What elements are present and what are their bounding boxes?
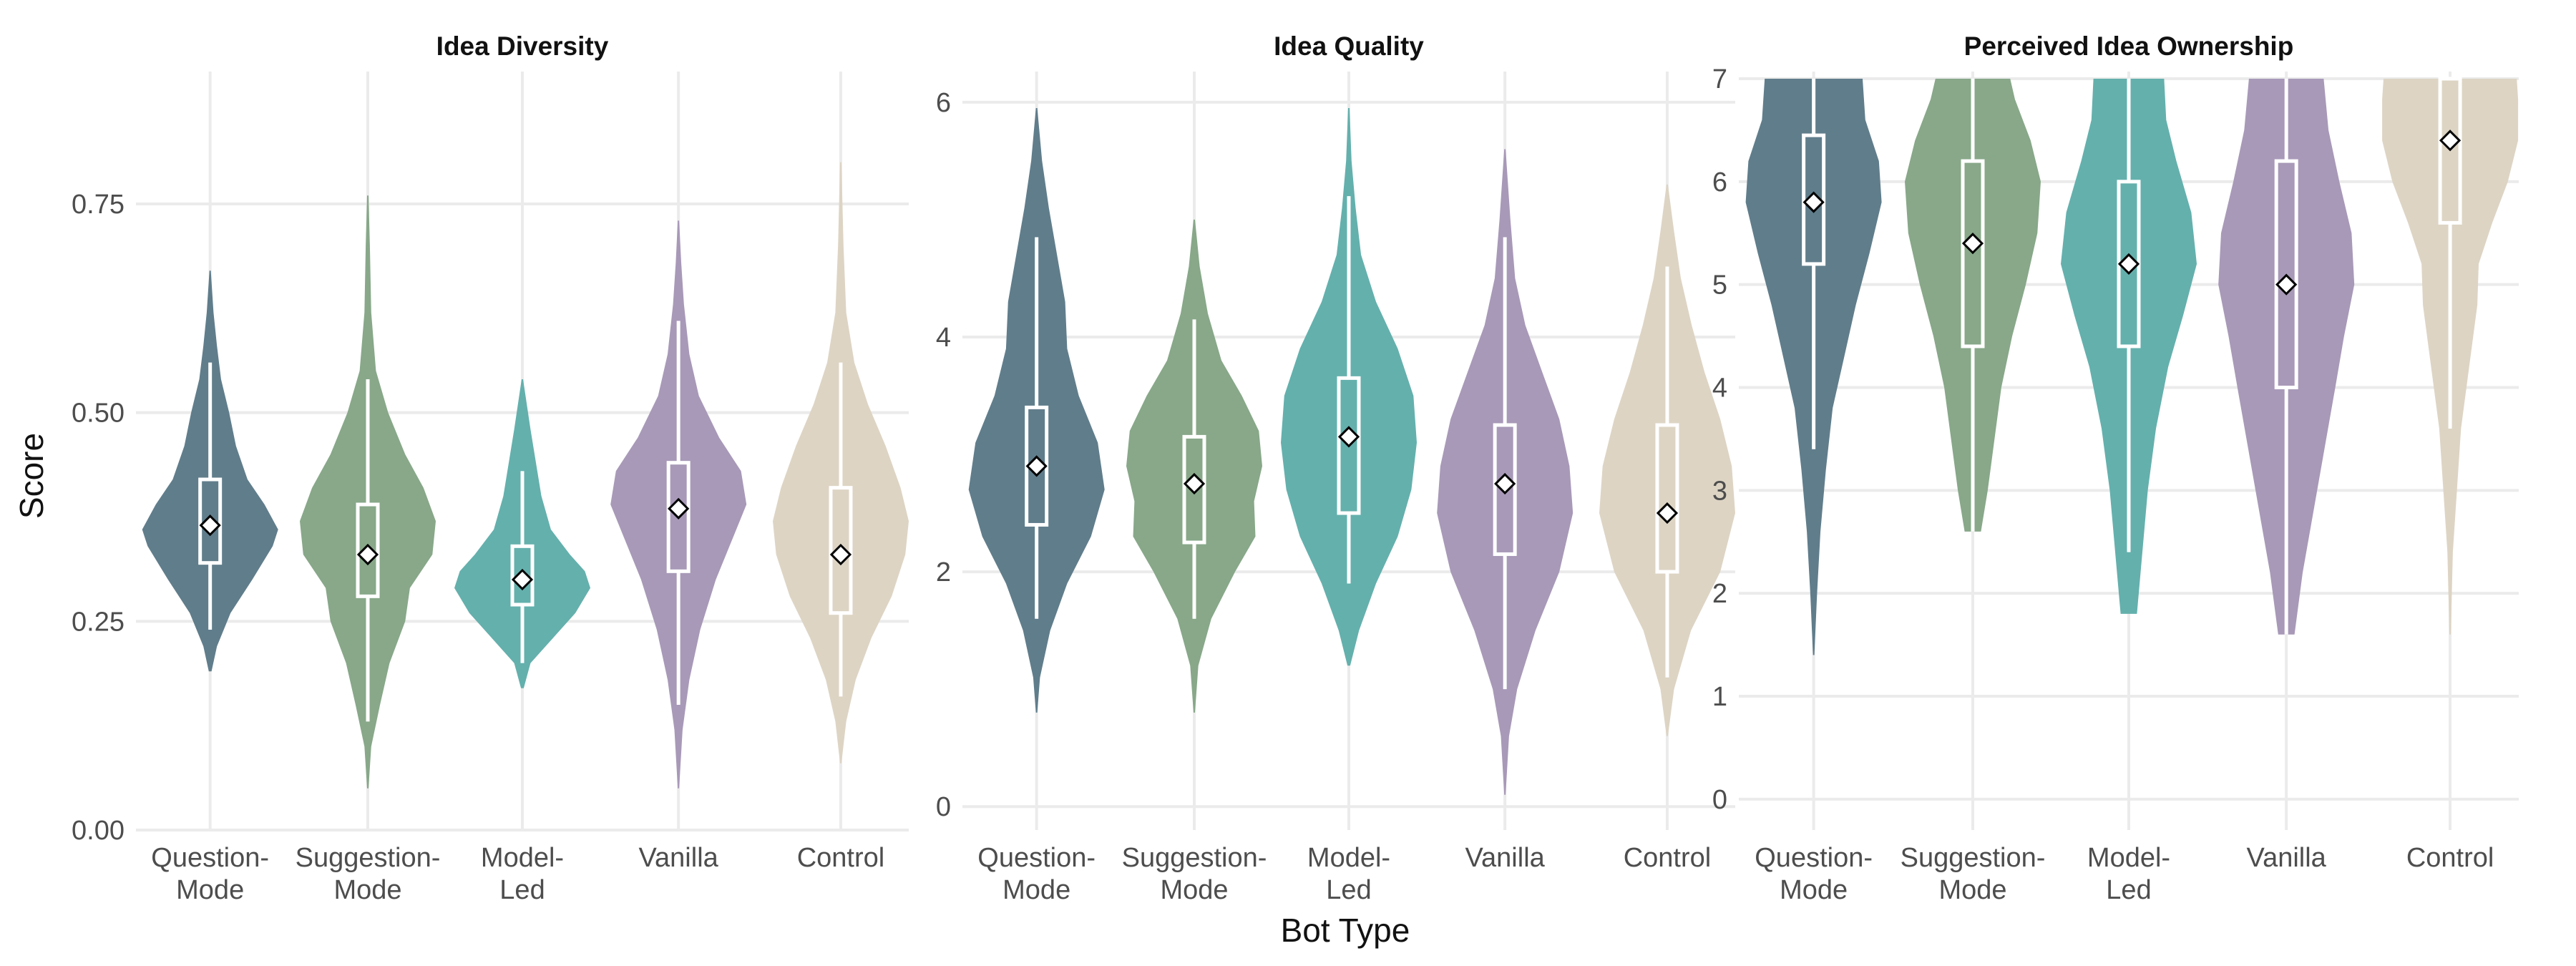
y-tick-label: 0.25 [72,607,125,637]
x-tick-label: Model-Led [2087,843,2170,905]
y-tick-label: 0.50 [72,399,125,429]
mean-marker [356,543,379,566]
x-tick-label-line: Mode [1002,875,1070,905]
x-tick-label: Vanilla [639,843,719,873]
x-tick-label-line: Led [499,875,545,905]
panel-title: Idea Diversity [436,31,609,61]
x-axis-title: Bot Type [1281,912,1410,949]
y-tick-label: 7 [1712,64,1727,94]
mean-marker [668,497,690,519]
x-tick-label: Model-Led [1307,843,1390,905]
x-tick-label: Suggestion-Mode [1122,843,1267,905]
x-tick-label-line: Suggestion- [296,843,441,873]
iqr-box [356,502,380,598]
x-tick-label-line: Mode [1780,875,1848,905]
y-tick-label: 4 [936,323,951,353]
iqr-box [1493,423,1517,556]
mean-marker [199,514,221,537]
x-tick-label-line: Mode [1160,875,1228,905]
x-tick-label-line: Control [2406,843,2494,873]
mean-marker [1802,191,1825,213]
x-tick-label: Question-Mode [151,843,269,905]
x-tick-label: Suggestion-Mode [296,843,441,905]
mean-marker [1656,502,1679,525]
x-tick-label-line: Model- [1307,843,1390,873]
x-tick-label-line: Mode [176,875,244,905]
panel-title: Perceived Idea Ownership [1964,31,2294,61]
x-tick-label: Control [1624,843,1712,873]
mean-marker [1183,472,1206,495]
x-tick-label-line: Model- [481,843,564,873]
mean-marker [1025,455,1048,477]
x-tick-label-line: Vanilla [639,843,719,873]
mean-marker [2117,253,2140,275]
x-tick-label-line: Control [797,843,885,873]
y-tick-label: 2 [936,557,951,587]
y-tick-label: 0.00 [72,816,125,846]
x-tick-label: Question-Mode [977,843,1096,905]
mean-marker [829,543,852,566]
x-tick-label: Vanilla [1465,843,1546,873]
x-tick-label-line: Model- [2087,843,2170,873]
x-tick-label-line: Led [1326,875,1371,905]
y-tick-label: 0 [936,792,951,822]
x-tick-label-line: Question- [977,843,1096,873]
x-tick-label-line: Suggestion- [1122,843,1267,873]
x-tick-label-line: Led [2106,875,2151,905]
x-tick-label: Control [797,843,885,873]
mean-marker [511,568,534,591]
x-tick-label: Control [2406,843,2494,873]
y-tick-label: 2 [1712,579,1727,609]
x-tick-label-line: Vanilla [2247,843,2327,873]
iqr-box [1655,423,1679,574]
x-tick-label-line: Suggestion- [1901,843,2046,873]
x-tick-label: Question-Mode [1755,843,1873,905]
x-tick-label-line: Mode [1938,875,2006,905]
y-tick-label: 1 [1712,682,1727,712]
mean-marker [1494,472,1516,495]
x-tick-label-line: Vanilla [1465,843,1546,873]
y-tick-label: 0.75 [72,190,125,220]
x-tick-label-line: Question- [151,843,269,873]
mean-marker [2275,273,2298,296]
panel-perceived-idea-ownership: 0 1 2 3 4 5 6 7 Perceived Idea Ownership Question… [1712,31,2519,905]
mean-marker [2439,130,2462,152]
y-tick-label: 5 [1712,270,1727,301]
x-tick-label-line: Question- [1755,843,1873,873]
y-tick-label: 6 [1712,167,1727,197]
panel-title: Idea Quality [1274,31,1424,61]
y-tick-label: 6 [936,88,951,118]
x-tick-label-line: Control [1624,843,1712,873]
y-tick-label: 0 [1712,785,1727,815]
x-tick-label: Model-Led [481,843,564,905]
mean-marker [1961,233,1984,255]
x-tick-label: Suggestion-Mode [1901,843,2046,905]
mean-marker [1337,426,1360,448]
y-axis-title: Score [13,433,50,519]
x-tick-label-line: Mode [333,875,401,905]
y-tick-label: 3 [1712,476,1727,506]
y-tick-label: 4 [1712,374,1727,404]
x-tick-label: Vanilla [2247,843,2327,873]
